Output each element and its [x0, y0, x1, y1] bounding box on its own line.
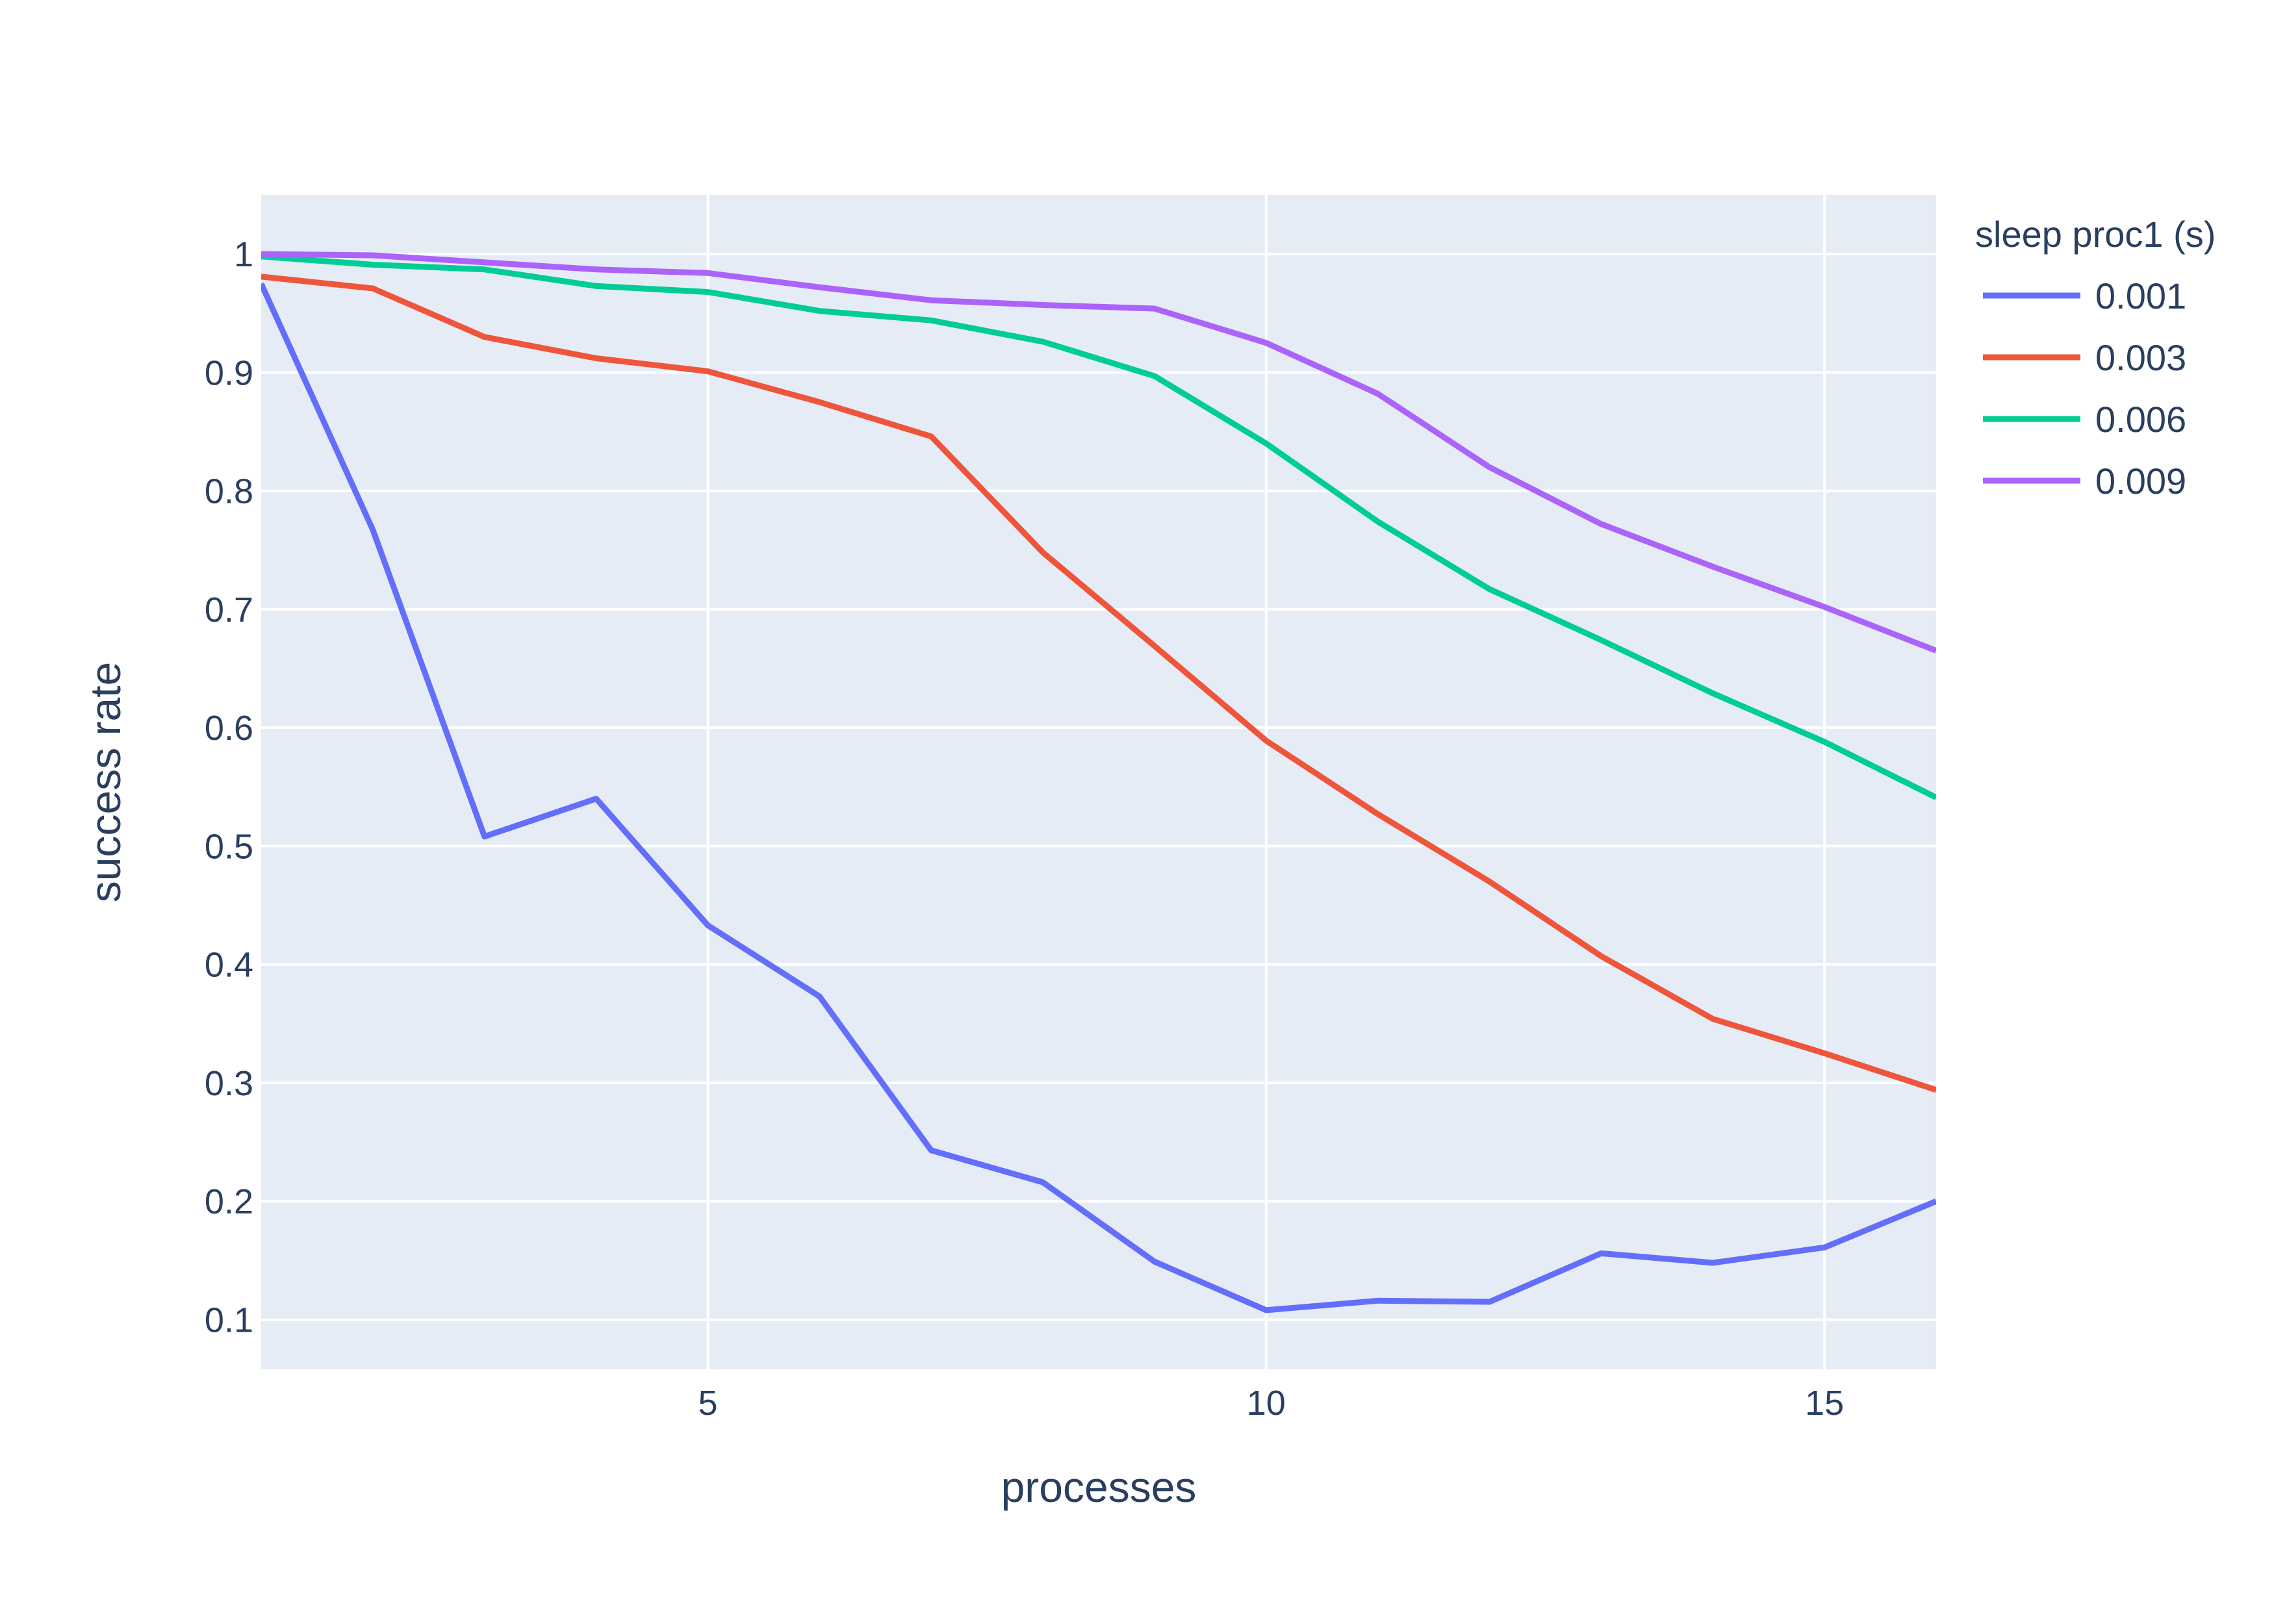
series-line-0.006 — [261, 253, 1936, 800]
series-line-0.009 — [261, 251, 1936, 653]
y-tick-label: 0.4 — [205, 946, 253, 985]
grid-lines — [261, 195, 1936, 1369]
legend-items: 0.001 0.003 0.006 0.009 — [1983, 275, 2186, 501]
y-tick-label: 1 — [234, 235, 253, 274]
x-tick-label: 15 — [1805, 1384, 1844, 1423]
legend-item-0.009[interactable]: 0.009 — [1983, 461, 2186, 501]
x-axis-title: processes — [1001, 1463, 1197, 1511]
plot-background — [261, 195, 1936, 1369]
y-tick-label: 0.2 — [205, 1182, 253, 1221]
y-tick-label: 0.7 — [205, 590, 253, 629]
legend-label: 0.001 — [2095, 275, 2186, 316]
legend-label: 0.003 — [2095, 337, 2186, 378]
x-tick-labels: 5 10 15 — [698, 1384, 1844, 1423]
y-tick-labels: 0.1 0.2 0.3 0.4 0.5 0.6 0.7 0.8 0.9 1 — [205, 235, 253, 1339]
legend-label: 0.006 — [2095, 399, 2186, 440]
x-tick-label: 10 — [1247, 1384, 1286, 1423]
series-line-0.001 — [261, 282, 1936, 1313]
y-tick-label: 0.8 — [205, 472, 253, 511]
legend-item-0.006[interactable]: 0.006 — [1983, 399, 2186, 440]
y-tick-label: 0.3 — [205, 1064, 253, 1103]
legend-item-0.003[interactable]: 0.003 — [1983, 337, 2186, 378]
y-tick-label: 0.5 — [205, 827, 253, 866]
y-tick-label: 0.1 — [205, 1300, 253, 1339]
series-line-0.003 — [261, 273, 1936, 1093]
legend-title: sleep proc1 (s) — [1975, 214, 2216, 255]
y-tick-label: 0.6 — [205, 709, 253, 748]
series-lines — [261, 251, 1936, 1313]
x-tick-label: 5 — [698, 1384, 717, 1423]
y-axis-title: success rate — [81, 662, 129, 902]
legend-item-0.001[interactable]: 0.001 — [1983, 275, 2186, 316]
legend[interactable]: sleep proc1 (s) 0.001 0.003 0.006 0.009 — [1975, 214, 2216, 501]
legend-label: 0.009 — [2095, 461, 2186, 501]
y-tick-label: 0.9 — [205, 353, 253, 392]
